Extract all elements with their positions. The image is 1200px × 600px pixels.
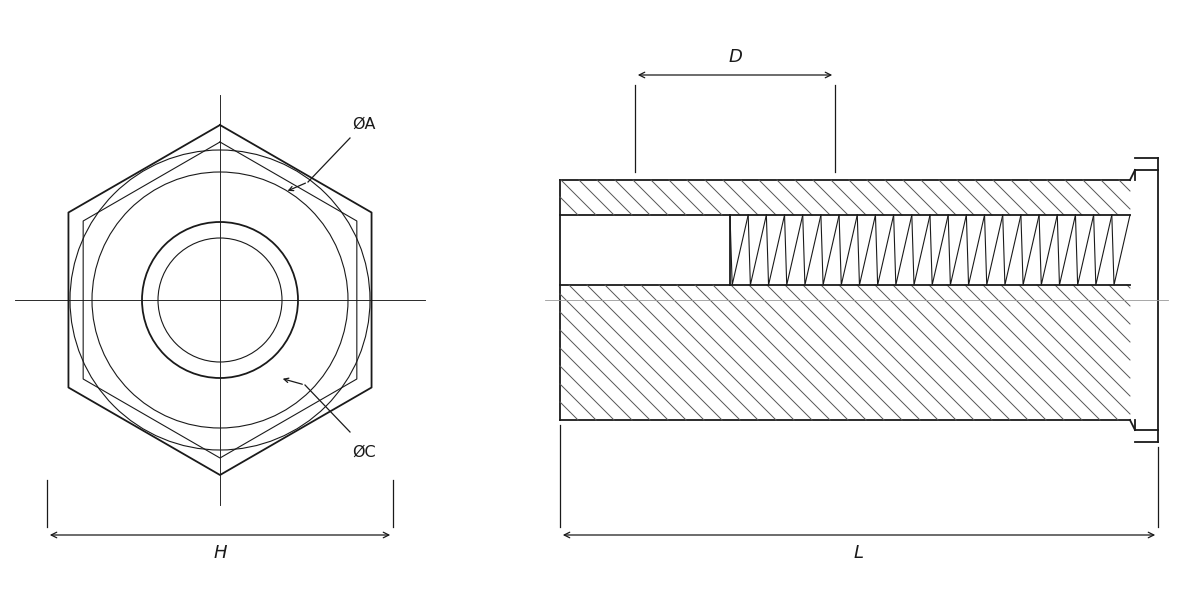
Text: H: H bbox=[214, 544, 227, 562]
Text: ØC: ØC bbox=[352, 445, 376, 460]
Text: D: D bbox=[728, 48, 742, 66]
Text: ØA: ØA bbox=[352, 117, 376, 132]
Text: L: L bbox=[854, 544, 864, 562]
